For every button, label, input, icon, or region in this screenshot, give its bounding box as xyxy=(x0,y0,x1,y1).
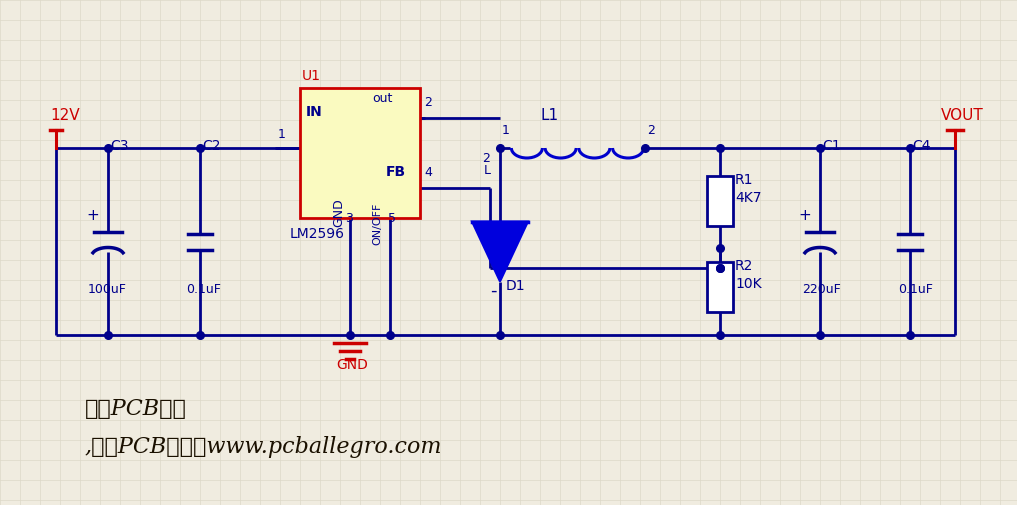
Text: 2: 2 xyxy=(482,152,490,165)
Text: 3: 3 xyxy=(345,212,353,225)
Text: ,分享PCB技巧、www.pcballegro.com: ,分享PCB技巧、www.pcballegro.com xyxy=(85,436,442,458)
Text: 2: 2 xyxy=(424,96,432,109)
Text: VOUT: VOUT xyxy=(941,108,983,123)
Text: 220uF: 220uF xyxy=(802,283,841,296)
Text: C4: C4 xyxy=(912,139,931,153)
Text: +: + xyxy=(798,208,811,223)
Text: GND: GND xyxy=(332,198,345,227)
Text: 0.1uF: 0.1uF xyxy=(186,283,221,296)
Text: 4K7: 4K7 xyxy=(735,191,762,205)
Text: 0.1uF: 0.1uF xyxy=(898,283,933,296)
Text: 100uF: 100uF xyxy=(88,283,127,296)
Bar xyxy=(300,88,420,218)
Text: FB: FB xyxy=(386,165,406,179)
Text: C1: C1 xyxy=(822,139,841,153)
Bar xyxy=(707,176,733,226)
Text: ON/OFF: ON/OFF xyxy=(372,203,382,245)
Text: L: L xyxy=(484,164,491,177)
Polygon shape xyxy=(472,222,528,281)
Text: 2: 2 xyxy=(647,124,655,137)
Text: L1: L1 xyxy=(540,108,558,123)
Bar xyxy=(707,262,733,312)
Text: C3: C3 xyxy=(110,139,128,153)
Text: IN: IN xyxy=(306,105,322,119)
Text: GND: GND xyxy=(336,358,368,372)
Text: 10K: 10K xyxy=(735,277,762,291)
Text: LM2596: LM2596 xyxy=(290,227,345,241)
Text: 小北PCB设计: 小北PCB设计 xyxy=(85,398,187,420)
Text: 1: 1 xyxy=(502,124,510,137)
Text: 12V: 12V xyxy=(50,108,79,123)
Text: +: + xyxy=(86,208,99,223)
Text: C2: C2 xyxy=(202,139,221,153)
Text: out: out xyxy=(372,92,393,105)
Text: R1: R1 xyxy=(735,173,754,187)
Text: R2: R2 xyxy=(735,259,754,273)
Text: 4: 4 xyxy=(424,166,432,179)
Text: 1: 1 xyxy=(278,128,286,141)
Text: D1: D1 xyxy=(506,278,526,292)
Text: -: - xyxy=(490,281,496,299)
Text: U1: U1 xyxy=(302,69,321,83)
Text: 5: 5 xyxy=(388,212,396,225)
